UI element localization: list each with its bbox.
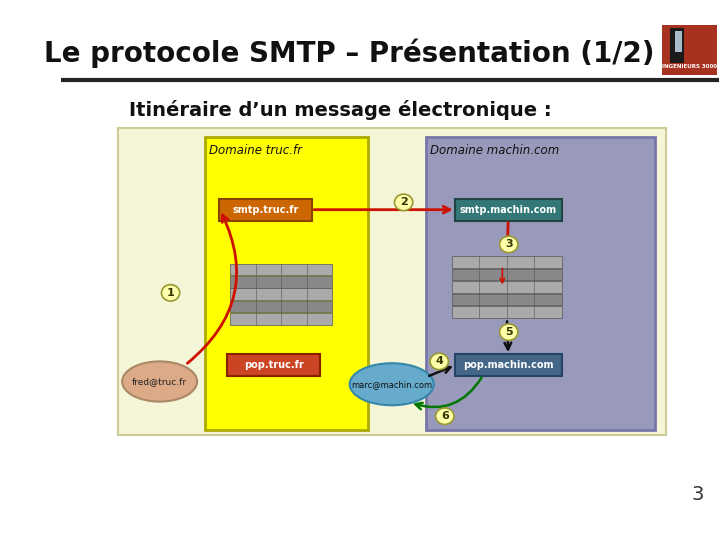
Text: smtp.machin.com: smtp.machin.com [459, 205, 557, 215]
Text: 4: 4 [436, 356, 444, 367]
FancyBboxPatch shape [452, 281, 562, 293]
Text: pop.machin.com: pop.machin.com [463, 360, 554, 370]
FancyBboxPatch shape [455, 354, 562, 376]
Text: Domaine truc.fr: Domaine truc.fr [209, 144, 302, 157]
Text: 6: 6 [441, 411, 449, 421]
Text: 3: 3 [691, 485, 703, 504]
FancyBboxPatch shape [670, 28, 684, 63]
Text: Domaine machin.com: Domaine machin.com [430, 144, 559, 157]
FancyBboxPatch shape [455, 199, 562, 221]
Ellipse shape [395, 194, 413, 211]
Text: smtp.truc.fr: smtp.truc.fr [233, 205, 299, 215]
FancyBboxPatch shape [426, 138, 655, 430]
FancyArrowPatch shape [429, 367, 451, 376]
FancyBboxPatch shape [230, 301, 333, 313]
Text: 5: 5 [505, 327, 513, 337]
Text: pop.truc.fr: pop.truc.fr [244, 360, 304, 370]
FancyBboxPatch shape [219, 199, 312, 221]
Ellipse shape [122, 361, 197, 402]
FancyBboxPatch shape [452, 269, 562, 280]
Ellipse shape [430, 353, 449, 369]
Text: fred@truc.fr: fred@truc.fr [132, 377, 187, 386]
FancyBboxPatch shape [452, 294, 562, 305]
FancyArrowPatch shape [415, 377, 482, 409]
Text: INGENIEURS 3000: INGENIEURS 3000 [662, 64, 717, 69]
Text: marc@machin.com: marc@machin.com [351, 380, 432, 389]
Text: Itinéraire d’un message électronique :: Itinéraire d’un message électronique : [130, 100, 552, 120]
Text: 2: 2 [400, 197, 408, 207]
FancyBboxPatch shape [230, 276, 333, 287]
FancyBboxPatch shape [452, 256, 562, 268]
Ellipse shape [161, 285, 180, 301]
FancyArrowPatch shape [504, 222, 510, 251]
FancyBboxPatch shape [228, 354, 320, 376]
FancyArrowPatch shape [505, 321, 511, 349]
Ellipse shape [500, 324, 518, 340]
Ellipse shape [500, 236, 518, 253]
FancyBboxPatch shape [117, 129, 666, 435]
Ellipse shape [436, 408, 454, 424]
FancyBboxPatch shape [675, 31, 683, 51]
Text: 3: 3 [505, 239, 513, 249]
FancyBboxPatch shape [662, 25, 717, 75]
FancyBboxPatch shape [230, 288, 333, 300]
FancyBboxPatch shape [452, 306, 562, 318]
FancyBboxPatch shape [230, 264, 333, 275]
FancyArrowPatch shape [314, 206, 450, 213]
FancyArrowPatch shape [187, 215, 237, 363]
Text: 1: 1 [167, 288, 174, 298]
FancyBboxPatch shape [205, 138, 368, 430]
FancyBboxPatch shape [230, 313, 333, 325]
FancyArrowPatch shape [500, 268, 505, 283]
Text: Le protocole SMTP – Présentation (1/2): Le protocole SMTP – Présentation (1/2) [43, 39, 654, 68]
Ellipse shape [350, 363, 433, 405]
